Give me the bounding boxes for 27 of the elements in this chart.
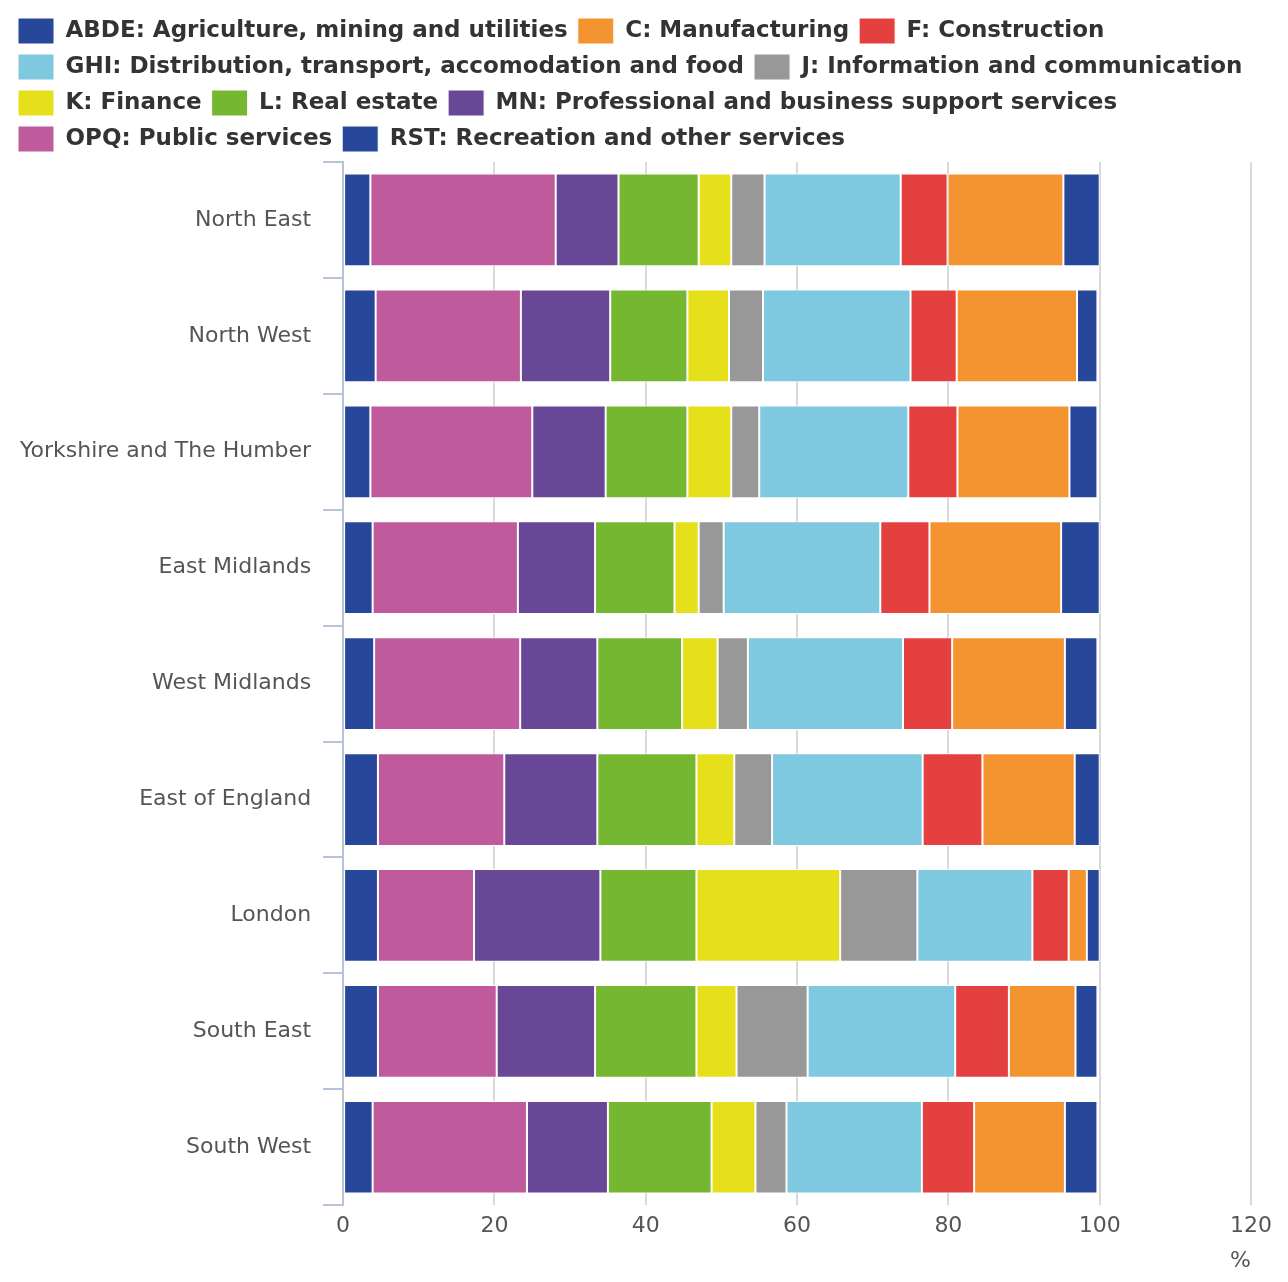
x-tick-label: 120 xyxy=(1230,1212,1272,1238)
y-tick-label: East of England xyxy=(139,785,312,811)
legend-label: ABDE: Agriculture, mining and utilities xyxy=(65,15,568,42)
y-tick-label: Yorkshire and The Humber xyxy=(19,437,313,463)
legend-label: L: Real estate xyxy=(259,87,439,114)
legend-label: RST: Recreation and other services xyxy=(389,123,845,150)
y-tick-label: London xyxy=(230,901,312,927)
y-tick-label: East Midlands xyxy=(158,553,312,579)
x-tick-label: 20 xyxy=(480,1212,509,1238)
y-tick-label: South West xyxy=(186,1132,312,1158)
y-tick-label: South East xyxy=(192,1017,312,1043)
legend-label: GHI: Distribution, transport, accomodation and food xyxy=(65,51,745,78)
y-tick-label: North East xyxy=(195,205,312,231)
legend-label: OPQ: Public services xyxy=(65,123,333,150)
x-tick-label: 0 xyxy=(336,1212,351,1238)
x-tick-label: 60 xyxy=(783,1212,812,1238)
x-tick-label: 40 xyxy=(631,1212,660,1238)
y-tick-label: West Midlands xyxy=(152,669,312,695)
y-tick-label: North West xyxy=(188,321,312,347)
legend-label: K: Finance xyxy=(65,87,202,114)
x-tick-label: 80 xyxy=(934,1212,963,1238)
x-tick-label: 100 xyxy=(1078,1212,1121,1238)
legend-label: MN: Professional and business support services xyxy=(495,87,1118,114)
legend-label: C: Manufacturing xyxy=(625,15,850,42)
x-axis-title: % xyxy=(1230,1246,1251,1272)
legend-label: J: Information and communication xyxy=(799,51,1243,78)
legend-label: F: Construction xyxy=(906,15,1105,42)
